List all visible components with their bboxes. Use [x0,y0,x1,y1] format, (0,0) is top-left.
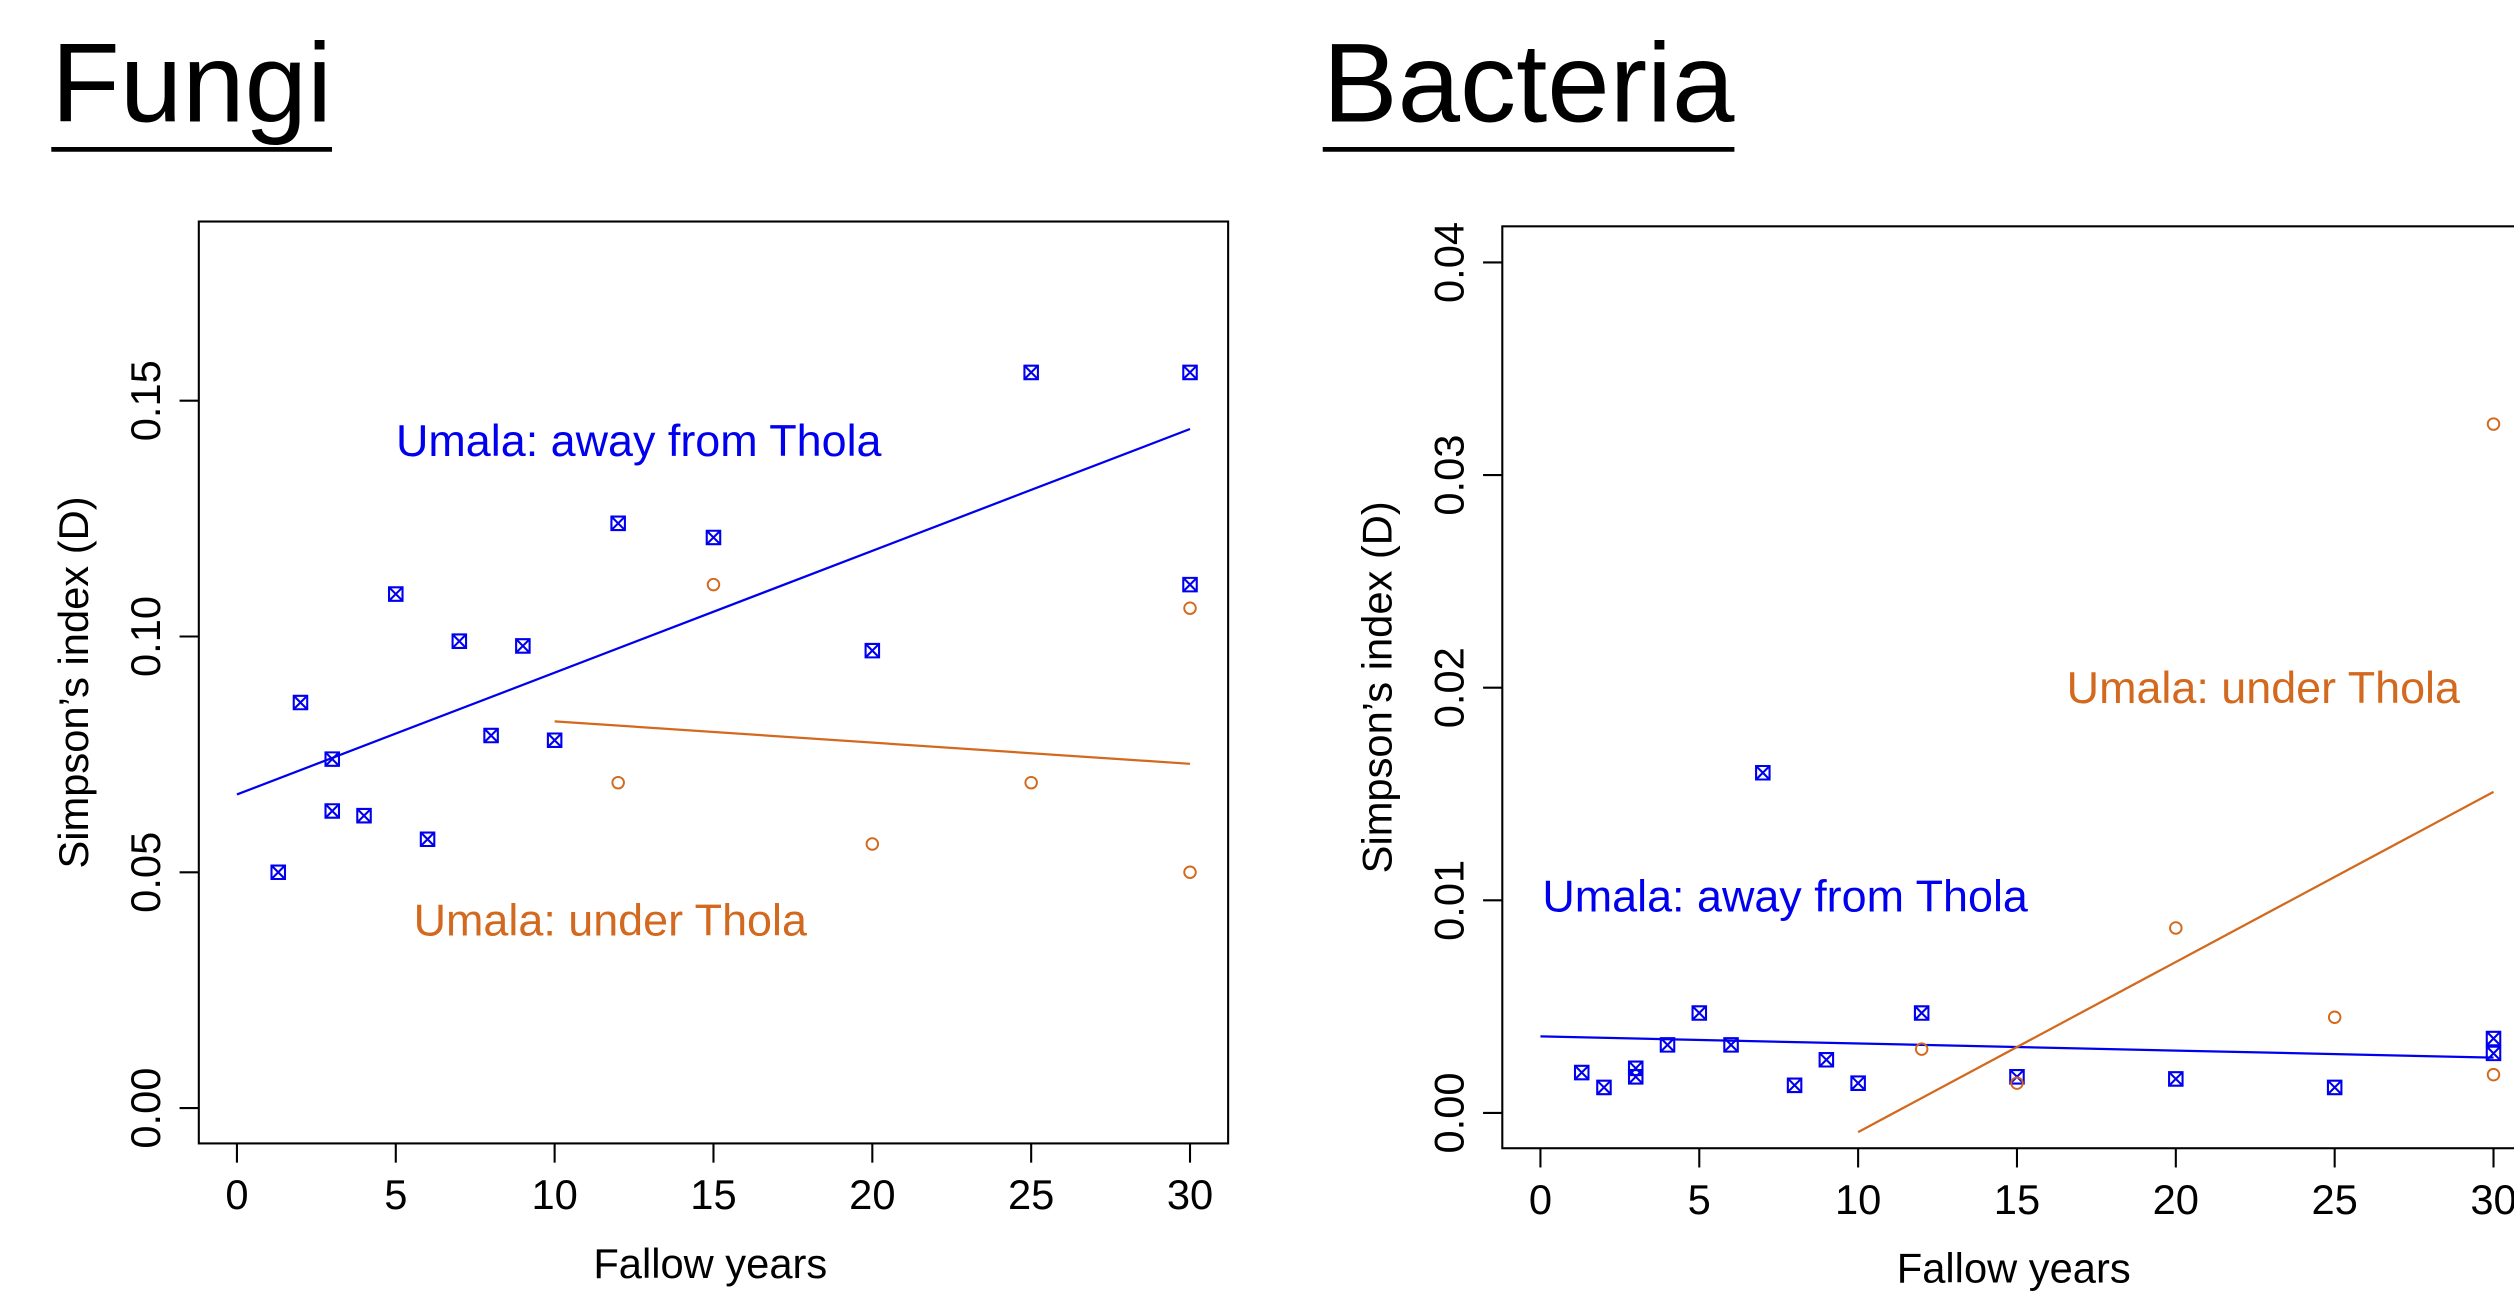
data-point [1914,1042,1929,1056]
y-tick-label: 0.00 [122,1068,169,1149]
fit-line [554,720,1191,765]
data-point [610,515,626,532]
data-point [483,727,499,744]
y-axis-label: Simpson’s index (D) [50,496,97,868]
data-point [1182,576,1198,593]
series-annotation: Umala: under Thola [2067,662,2460,713]
data-point [2169,921,2183,935]
data-point [2010,1076,2024,1090]
x-tick-label: 25 [2311,1176,2357,1223]
data-point [2168,1071,2184,1087]
data-point [2486,417,2501,431]
x-tick-label: 20 [2153,1176,2199,1223]
data-point [356,807,372,824]
x-axis-label: Fallow years [593,1240,827,1287]
data-point [419,831,436,848]
data-point [515,638,531,654]
series-annotation: Umala: away from Thola [396,415,882,466]
x-tick-label: 20 [849,1171,895,1218]
x-tick-label: 25 [1008,1171,1054,1218]
data-point [1818,1052,1835,1068]
y-tick-label: 0.04 [1426,222,1473,303]
chart-title: Fungi [51,19,332,145]
plot-frame [197,220,1230,1145]
data-point [1786,1077,1803,1094]
y-tick-label: 0.10 [122,596,169,677]
y-tick-label: 0.00 [1426,1072,1473,1153]
data-point [1182,364,1198,381]
x-tick-label: 10 [1835,1176,1881,1223]
data-point [270,864,287,881]
data-point [1023,364,1039,381]
x-tick-label: 0 [225,1171,248,1218]
data-point [1723,1037,1739,1053]
chart-panel: Fungi 0 5 10 15 20 25 30 0.00 0.05 0.10 0.15 Fallow … [50,19,1230,1287]
y-tick-label: 0.01 [1426,860,1473,941]
fit-line [236,427,1191,796]
data-point [451,633,468,649]
data-point [611,775,625,790]
data-point [1691,1005,1708,1021]
x-tick-label: 15 [690,1171,736,1218]
data-point [705,529,722,546]
y-tick-label: 0.03 [1426,435,1473,516]
data-point [1627,1069,1644,1085]
data-point [388,586,404,602]
y-tick-label: 0.02 [1426,647,1473,728]
chart-title: Bacteria [1323,19,1735,145]
data-point [864,642,881,659]
data-point [1573,1064,1590,1081]
data-point [546,732,563,749]
data-point [1183,865,1197,880]
data-point [2326,1079,2343,1096]
data-point [1755,764,1771,781]
x-tick-label: 30 [1167,1171,1213,1218]
data-point [1024,775,1038,790]
x-tick-label: 5 [384,1171,407,1218]
data-point [324,803,341,819]
data-point [324,751,341,767]
data-point [1850,1075,1866,1091]
series-annotation: Umala: away from Thola [1542,871,2028,922]
x-tick-label: 15 [1994,1176,2040,1223]
data-point [1659,1037,1676,1053]
data-point [1596,1079,1612,1096]
x-tick-label: 10 [531,1171,577,1218]
chart-panel: Bacteria 0 5 10 15 20 25 30 0.00 0.01 0.02 0.03 0.04… [1323,19,2514,1292]
fit-line [1857,790,2495,1134]
y-axis-label: Simpson’s index (D) [1353,501,1400,873]
y-tick-label: 0.15 [122,360,169,441]
x-axis-label: Fallow years [1897,1245,2131,1292]
data-point [2327,1010,2342,1024]
x-tick-label: 0 [1529,1176,1552,1223]
x-tick-label: 5 [1688,1176,1711,1223]
data-point [1183,601,1197,615]
series-annotation: Umala: under Thola [414,895,807,946]
data-point [2486,1067,2501,1082]
data-point [706,577,721,592]
y-tick-label: 0.05 [122,832,169,913]
data-point [292,694,309,711]
x-tick-label: 30 [2470,1176,2514,1223]
data-point [2485,1030,2502,1047]
data-point [865,837,880,851]
data-point [1913,1005,1930,1021]
data-point [2485,1045,2502,1062]
